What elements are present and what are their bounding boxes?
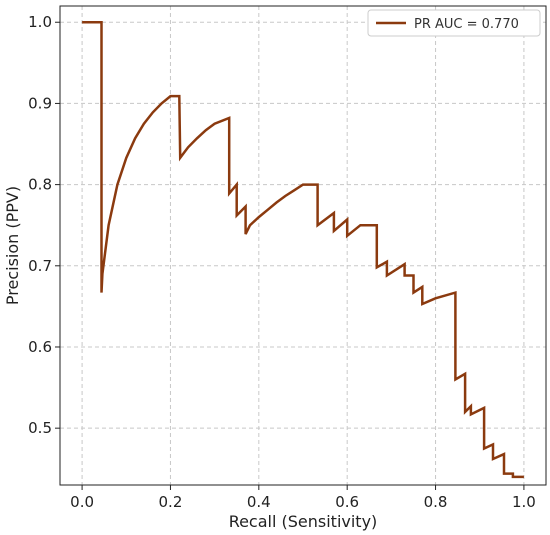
x-axis-label: Recall (Sensitivity) bbox=[229, 512, 378, 531]
series-line-0 bbox=[82, 20, 524, 479]
series-layer bbox=[82, 20, 524, 479]
legend: PR AUC = 0.770 bbox=[367, 9, 541, 37]
x-tick-label-2: 0.4 bbox=[247, 493, 271, 511]
legend-box bbox=[367, 9, 541, 37]
plot-frame bbox=[59, 5, 547, 486]
x-tick-label-5: 1.0 bbox=[512, 493, 536, 511]
y-ticks: 0.5 0.6 0.7 0.8 0.9 1.0 bbox=[28, 13, 60, 437]
y-tick-label-5: 1.0 bbox=[28, 13, 52, 31]
y-axis-label: Precision (PPV) bbox=[3, 186, 22, 305]
y-tick-label-0: 0.5 bbox=[28, 419, 52, 437]
y-tick-label-4: 0.9 bbox=[28, 94, 52, 112]
y-tick-label-3: 0.8 bbox=[28, 176, 52, 194]
x-tick-label-0: 0.0 bbox=[70, 493, 94, 511]
y-tick-label-2: 0.7 bbox=[28, 257, 52, 275]
grid bbox=[60, 6, 546, 485]
x-tick-label-1: 0.2 bbox=[159, 493, 183, 511]
y-tick-label-1: 0.6 bbox=[28, 338, 52, 356]
x-tick-label-4: 0.8 bbox=[424, 493, 448, 511]
x-tick-label-3: 0.6 bbox=[335, 493, 359, 511]
legend-label: PR AUC = 0.770 bbox=[414, 17, 519, 32]
x-ticks: 0.0 0.2 0.4 0.6 0.8 1.0 bbox=[70, 485, 536, 511]
